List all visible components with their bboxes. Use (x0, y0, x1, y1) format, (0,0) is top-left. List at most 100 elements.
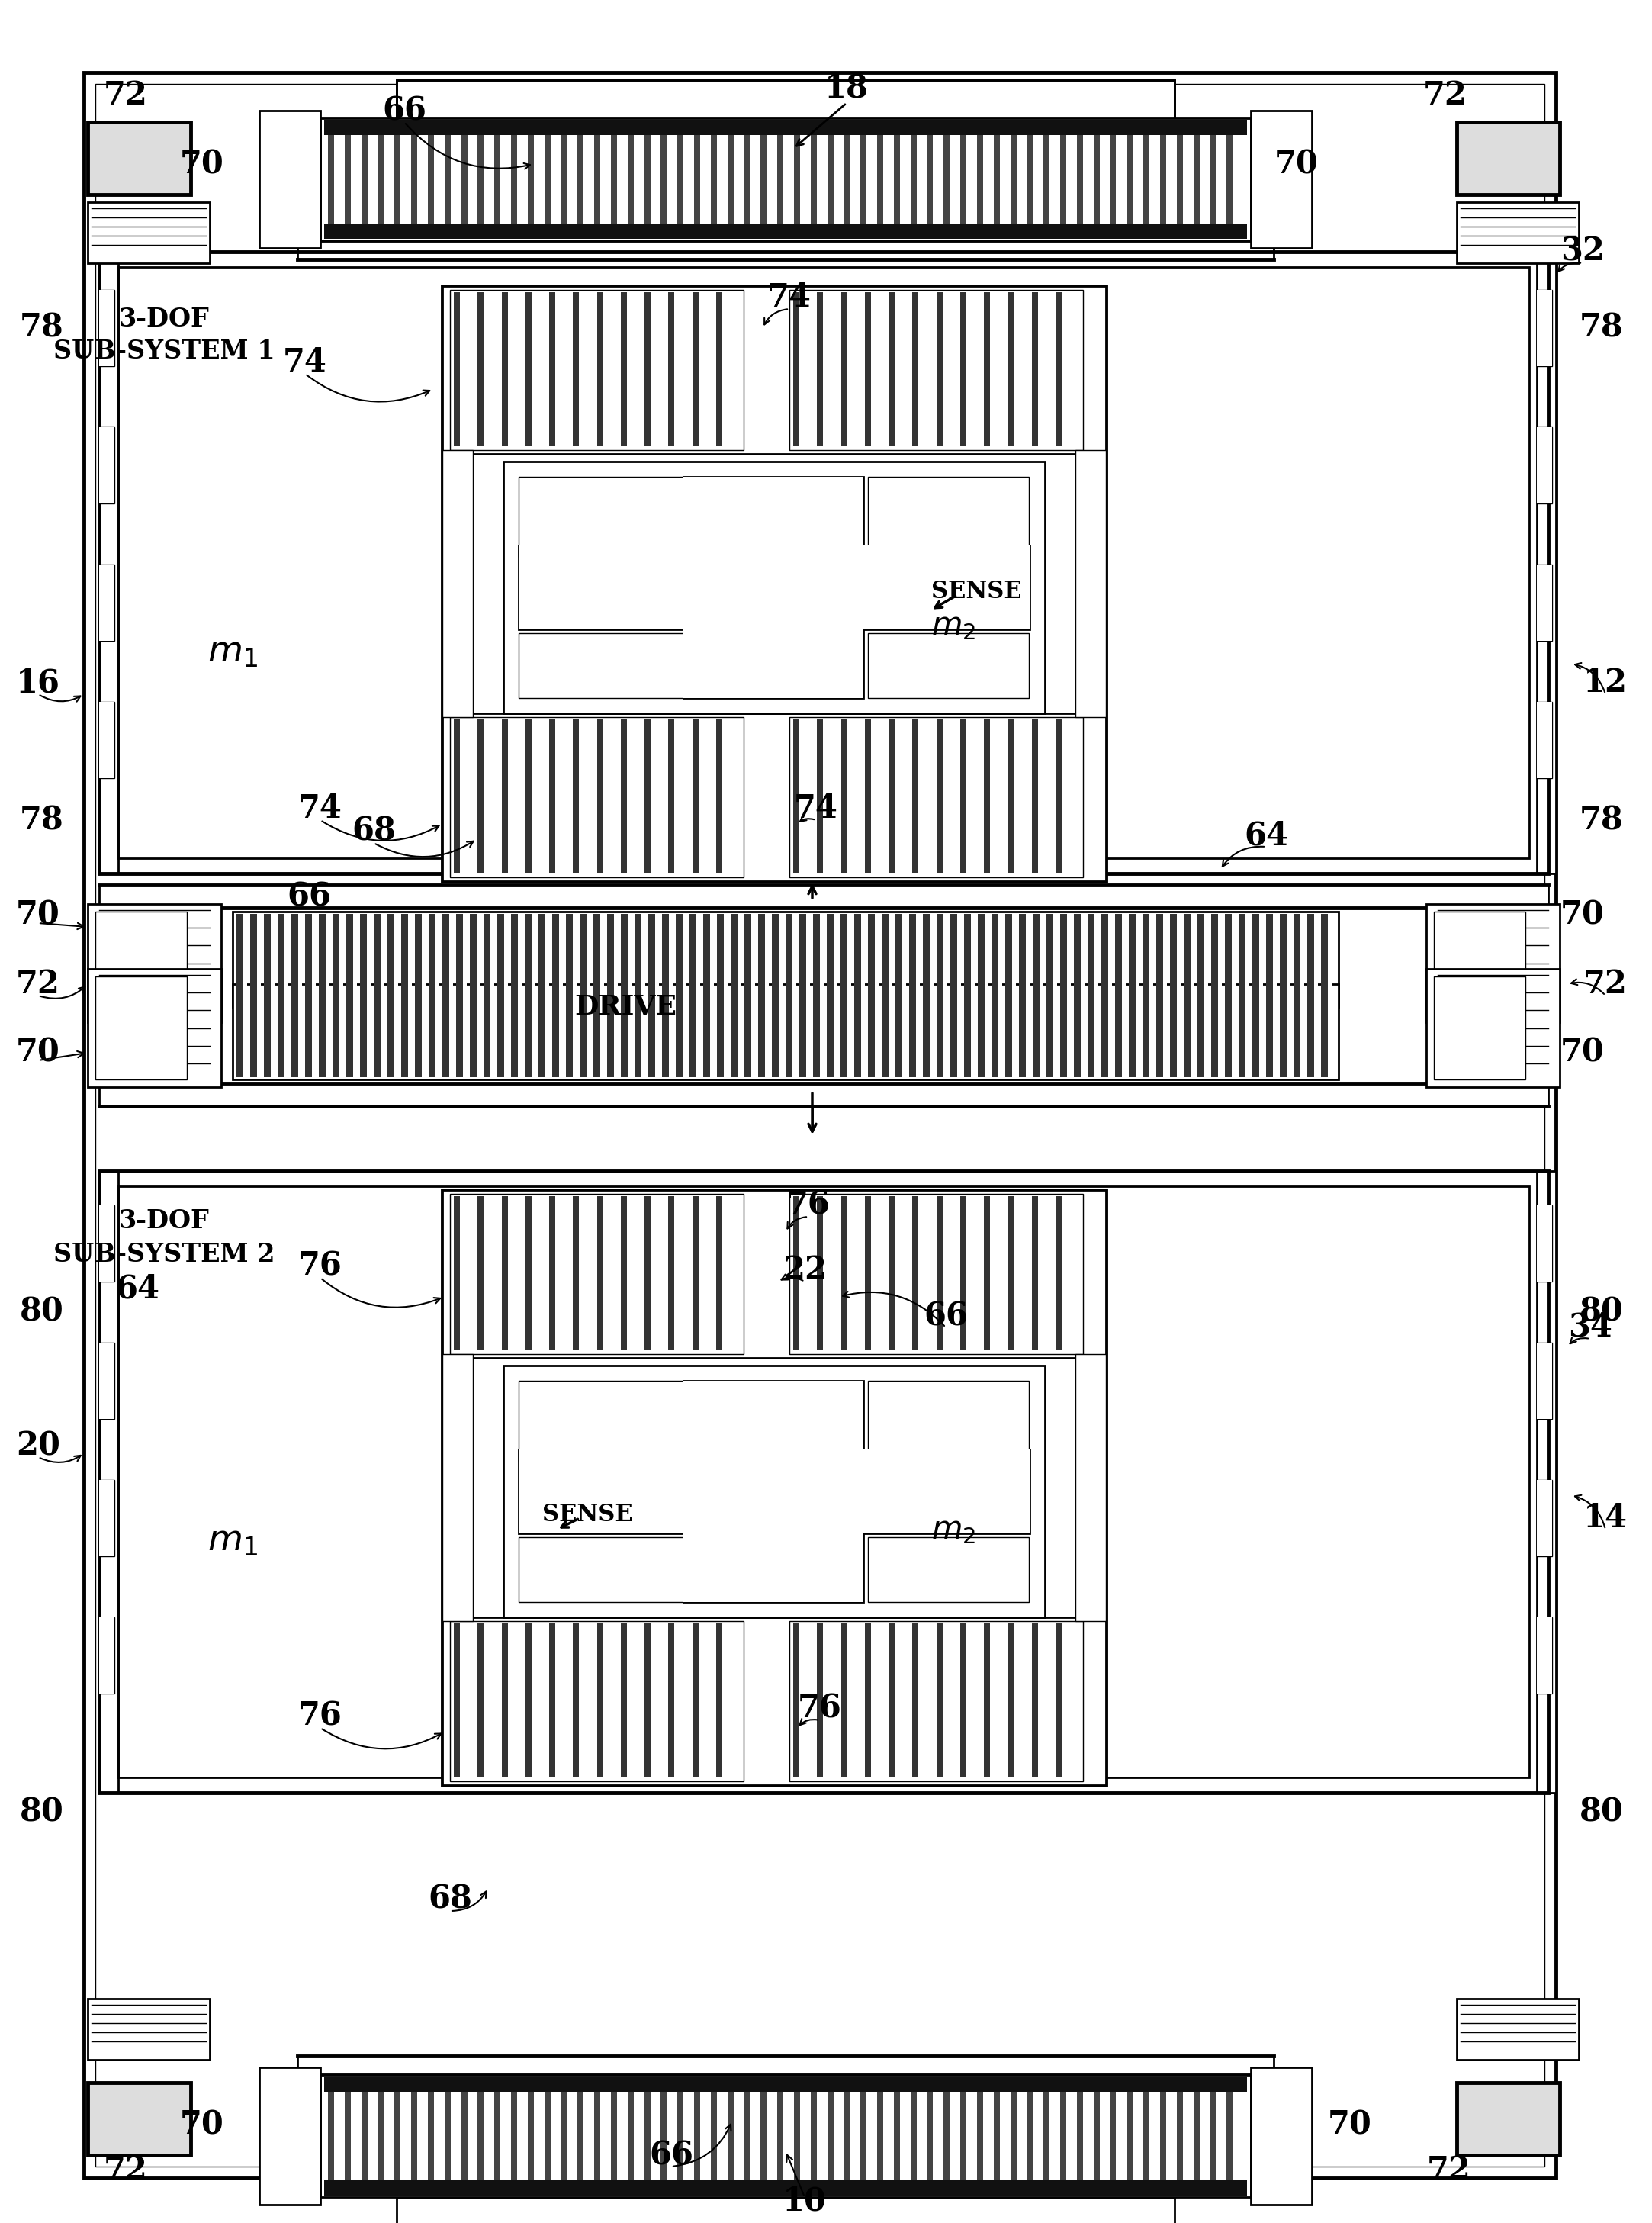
Bar (449, 718, 743, 878)
Bar (1014, 291, 1018, 447)
Bar (454, 1623, 459, 1778)
Text: 78: 78 (1579, 805, 1624, 836)
Bar (1075, 449, 1105, 718)
Text: 80: 80 (20, 1296, 64, 1327)
Bar (669, 1196, 674, 1349)
Bar (648, 914, 656, 1005)
Bar (889, 291, 895, 447)
Bar (710, 987, 714, 1078)
Bar (674, 1623, 679, 1778)
Bar (1013, 914, 1016, 1005)
Bar (1143, 136, 1150, 225)
Bar (684, 476, 864, 698)
Bar (889, 987, 892, 1078)
Bar (621, 1623, 626, 1778)
Bar (990, 1196, 995, 1349)
Bar (99, 885, 1548, 907)
Bar (1226, 2092, 1232, 2181)
Text: SUB-SYSTEM 2: SUB-SYSTEM 2 (53, 1243, 274, 1267)
Bar (1224, 987, 1232, 1078)
Bar (603, 1196, 608, 1349)
Text: 72: 72 (17, 967, 59, 1000)
Bar (915, 914, 920, 1005)
Bar (1074, 987, 1080, 1078)
Bar (909, 987, 915, 1078)
Bar (818, 1196, 823, 1349)
Bar (88, 2083, 190, 2154)
Bar (527, 2092, 534, 2181)
Bar (548, 1196, 555, 1349)
Bar (677, 136, 684, 225)
Text: 78: 78 (20, 311, 64, 345)
Bar (737, 914, 742, 1005)
Bar (243, 987, 248, 1078)
Bar (373, 987, 380, 1078)
Bar (291, 987, 299, 1078)
Bar (360, 987, 367, 1078)
Text: 66: 66 (649, 2139, 694, 2172)
Bar (854, 987, 861, 1078)
Bar (1287, 914, 1290, 1005)
Bar (1110, 2092, 1117, 2181)
Bar (552, 914, 558, 1005)
Bar (861, 987, 866, 1078)
Bar (793, 914, 796, 1005)
Bar (644, 291, 651, 447)
Bar (395, 136, 401, 225)
Bar (345, 2092, 350, 2181)
Bar (1014, 1196, 1018, 1349)
Bar (562, 2092, 567, 2181)
Bar (737, 987, 742, 1078)
Bar (573, 291, 580, 447)
Bar (626, 720, 631, 874)
Bar (937, 1196, 942, 1349)
Bar (867, 914, 876, 1005)
Bar (1191, 987, 1194, 1078)
Bar (1536, 427, 1553, 502)
Bar (1115, 914, 1122, 1005)
Text: 12: 12 (1583, 667, 1627, 698)
Bar (950, 914, 957, 1005)
Bar (724, 914, 727, 1005)
Bar (1039, 914, 1044, 1005)
Bar (1294, 987, 1300, 1078)
Bar (800, 1196, 805, 1349)
Bar (715, 720, 722, 874)
Bar (715, 1623, 722, 1778)
Bar (324, 120, 1247, 136)
Bar (1037, 720, 1042, 874)
Bar (243, 914, 248, 1005)
Bar (867, 476, 1029, 558)
Bar (320, 118, 1251, 240)
Bar (651, 1623, 656, 1778)
Bar (902, 914, 905, 1005)
Bar (895, 1623, 899, 1778)
Text: 72: 72 (1427, 2154, 1472, 2187)
Bar (942, 1196, 947, 1349)
Bar (477, 2092, 484, 2181)
Bar (249, 914, 258, 1005)
Bar (525, 914, 532, 1005)
Bar (507, 1623, 512, 1778)
Bar (428, 2092, 434, 2181)
Bar (278, 914, 284, 1005)
Bar (401, 914, 408, 1005)
Bar (651, 1196, 656, 1349)
Bar (689, 987, 697, 1078)
Bar (443, 987, 449, 1078)
Bar (1536, 1481, 1553, 1556)
Bar (758, 914, 765, 1005)
Bar (395, 2092, 401, 2181)
Bar (1457, 2083, 1559, 2154)
Text: 78: 78 (1579, 311, 1624, 345)
Bar (1067, 914, 1070, 1005)
Bar (415, 914, 421, 1005)
Bar (396, 80, 1175, 122)
Bar (960, 1196, 966, 1349)
Bar (704, 914, 710, 1005)
Bar (119, 267, 1530, 858)
Bar (396, 2196, 1175, 2223)
Bar (864, 720, 871, 874)
Bar (1307, 987, 1313, 1078)
Bar (469, 987, 477, 1078)
